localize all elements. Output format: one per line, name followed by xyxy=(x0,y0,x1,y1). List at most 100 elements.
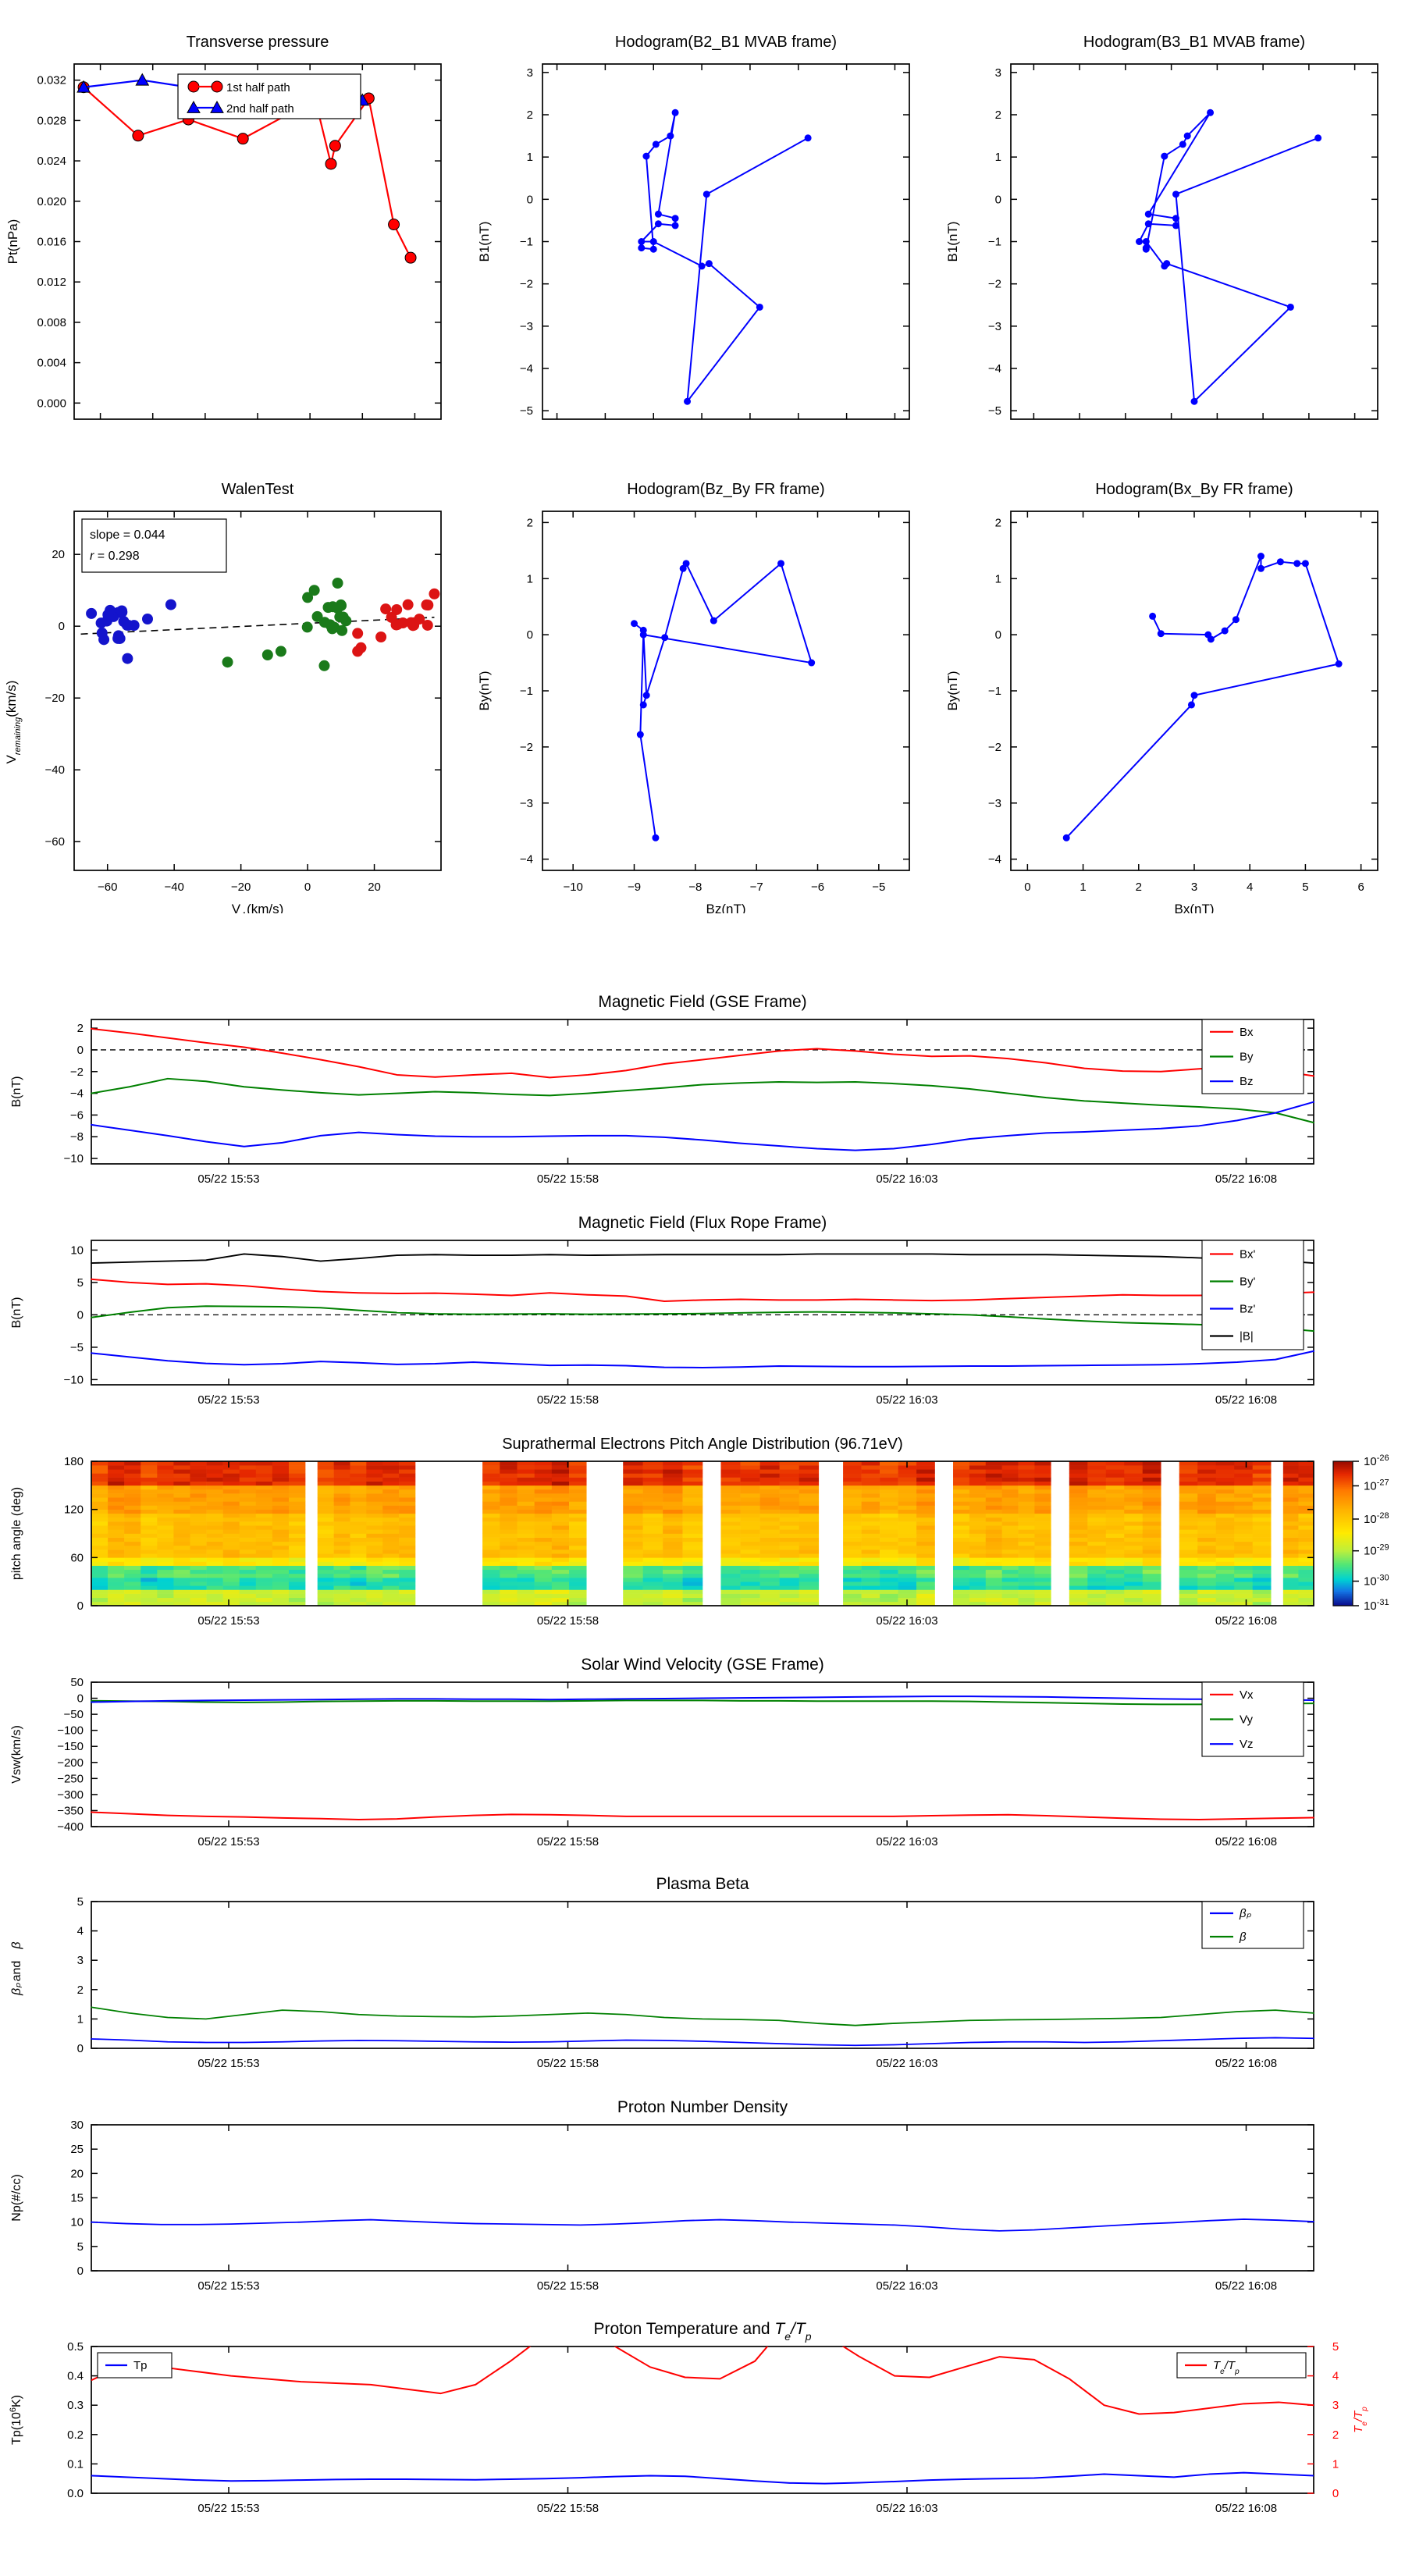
svg-text:0: 0 xyxy=(1024,881,1030,894)
svg-text:3: 3 xyxy=(527,66,533,80)
svg-text:Vremaining(km/s): Vremaining(km/s) xyxy=(4,681,23,764)
svg-text:30: 30 xyxy=(70,2119,84,2132)
svg-text:05/22 15:58: 05/22 15:58 xyxy=(537,1835,599,1848)
svg-text:−5: −5 xyxy=(70,1341,84,1354)
svg-text:−3: −3 xyxy=(520,320,533,333)
svg-text:2: 2 xyxy=(995,109,1001,122)
svg-text:Tp: Tp xyxy=(133,2359,148,2372)
svg-text:05/22 16:03: 05/22 16:03 xyxy=(876,2057,937,2070)
svg-text:−400: −400 xyxy=(57,1820,84,1834)
svg-text:−150: −150 xyxy=(57,1740,84,1753)
svg-text:05/22 15:53: 05/22 15:53 xyxy=(197,1835,259,1848)
svg-text:−2: −2 xyxy=(988,278,1001,291)
svg-text:1: 1 xyxy=(1080,881,1086,894)
svg-text:0: 0 xyxy=(995,628,1001,642)
svg-text:−1: −1 xyxy=(988,685,1001,698)
svg-text:VA(km/s): VA(km/s) xyxy=(232,902,284,913)
svg-text:2: 2 xyxy=(77,1022,84,1035)
svg-text:0.0: 0.0 xyxy=(67,2487,84,2500)
svg-text:05/22 16:08: 05/22 16:08 xyxy=(1215,1835,1277,1848)
svg-text:−60: −60 xyxy=(98,881,117,894)
svg-text:Np(#/cc): Np(#/cc) xyxy=(10,2174,23,2221)
svg-text:1: 1 xyxy=(995,151,1001,164)
svg-text:0: 0 xyxy=(77,2265,84,2278)
svg-text:βₚ: βₚ xyxy=(1239,1907,1252,1920)
svg-text:β: β xyxy=(10,1941,23,1949)
svg-text:−9: −9 xyxy=(628,881,641,894)
svg-text:05/22 16:03: 05/22 16:03 xyxy=(876,1835,937,1848)
svg-text:05/22 15:53: 05/22 15:53 xyxy=(197,2502,259,2515)
svg-text:20: 20 xyxy=(368,881,381,894)
svg-text:Vsw(km/s): Vsw(km/s) xyxy=(10,1725,23,1784)
svg-text:0.3: 0.3 xyxy=(67,2399,84,2412)
svg-text:20: 20 xyxy=(52,548,65,561)
svg-text:Hodogram(B2_B1 MVAB frame): Hodogram(B2_B1 MVAB frame) xyxy=(615,34,837,51)
svg-text:By(nT): By(nT) xyxy=(477,671,492,711)
svg-text:−10: −10 xyxy=(64,1373,84,1386)
svg-text:4: 4 xyxy=(1332,2370,1339,2383)
svg-text:0.008: 0.008 xyxy=(37,316,66,329)
svg-text:5: 5 xyxy=(77,1895,84,1909)
svg-text:1: 1 xyxy=(77,2012,84,2026)
svg-text:−2: −2 xyxy=(70,1066,84,1079)
svg-text:2: 2 xyxy=(77,1984,84,1997)
svg-text:−2: −2 xyxy=(988,741,1001,754)
svg-text:−2: −2 xyxy=(520,741,533,754)
svg-text:−1: −1 xyxy=(520,236,533,249)
svg-text:Tp(106K): Tp(106K) xyxy=(9,2395,23,2445)
svg-text:−40: −40 xyxy=(45,763,65,777)
svg-text:Vx: Vx xyxy=(1240,1688,1254,1702)
svg-text:15: 15 xyxy=(70,2192,84,2205)
svg-text:2: 2 xyxy=(527,516,533,529)
svg-text:180: 180 xyxy=(64,1455,84,1468)
svg-text:05/22 15:58: 05/22 15:58 xyxy=(537,2279,599,2293)
svg-text:0: 0 xyxy=(527,628,533,642)
svg-text:slope = 0.044: slope = 0.044 xyxy=(90,528,165,542)
svg-text:05/22 16:03: 05/22 16:03 xyxy=(876,2502,937,2515)
svg-text:05/22 15:53: 05/22 15:53 xyxy=(197,2279,259,2293)
svg-text:Bz: Bz xyxy=(1240,1075,1254,1088)
svg-text:0.2: 0.2 xyxy=(67,2428,84,2442)
svg-text:2: 2 xyxy=(527,109,533,122)
svg-text:0: 0 xyxy=(527,193,533,206)
svg-text:05/22 16:08: 05/22 16:08 xyxy=(1215,2502,1277,2515)
svg-text:−60: −60 xyxy=(45,835,65,849)
svg-text:3: 3 xyxy=(995,66,1001,80)
svg-text:05/22 16:08: 05/22 16:08 xyxy=(1215,2057,1277,2070)
svg-text:−3: −3 xyxy=(988,797,1001,810)
svg-text:5: 5 xyxy=(1302,881,1308,894)
svg-text:0: 0 xyxy=(1332,2487,1339,2500)
svg-text:Hodogram(Bz_By FR frame): Hodogram(Bz_By FR frame) xyxy=(627,481,824,498)
svg-text:−7: −7 xyxy=(750,881,763,894)
svg-text:−6: −6 xyxy=(811,881,824,894)
svg-text:Te/Tp: Te/Tp xyxy=(1352,2407,1369,2433)
svg-text:25: 25 xyxy=(70,2143,84,2156)
svg-text:0.016: 0.016 xyxy=(37,236,66,249)
svg-text:0.4: 0.4 xyxy=(67,2370,84,2383)
svg-text:−4: −4 xyxy=(520,853,533,866)
svg-text:−5: −5 xyxy=(520,404,533,418)
svg-text:4: 4 xyxy=(1247,881,1253,894)
svg-text:−6: −6 xyxy=(70,1108,84,1122)
svg-text:Vz: Vz xyxy=(1240,1738,1254,1751)
svg-text:B1(nT): B1(nT) xyxy=(945,222,960,262)
svg-text:−200: −200 xyxy=(57,1756,84,1770)
svg-text:60: 60 xyxy=(70,1551,84,1564)
svg-text:2: 2 xyxy=(1332,2428,1339,2442)
svg-text:|B|: |B| xyxy=(1240,1330,1254,1343)
svg-text:05/22 16:03: 05/22 16:03 xyxy=(876,2279,937,2293)
svg-text:50: 50 xyxy=(70,1676,84,1689)
svg-text:−4: −4 xyxy=(70,1087,84,1101)
svg-text:3: 3 xyxy=(1332,2399,1339,2412)
svg-text:−300: −300 xyxy=(57,1788,84,1802)
svg-text:By(nT): By(nT) xyxy=(945,671,960,711)
svg-text:−4: −4 xyxy=(988,853,1001,866)
svg-text:0.024: 0.024 xyxy=(37,155,66,168)
svg-text:Transverse pressure: Transverse pressure xyxy=(187,34,329,51)
svg-text:Plasma Beta: Plasma Beta xyxy=(656,1875,749,1893)
svg-text:−4: −4 xyxy=(988,362,1001,375)
svg-text:Bx(nT): Bx(nT) xyxy=(1175,902,1215,913)
svg-text:−20: −20 xyxy=(45,692,65,705)
svg-text:3: 3 xyxy=(1191,881,1197,894)
svg-text:120: 120 xyxy=(64,1503,84,1517)
